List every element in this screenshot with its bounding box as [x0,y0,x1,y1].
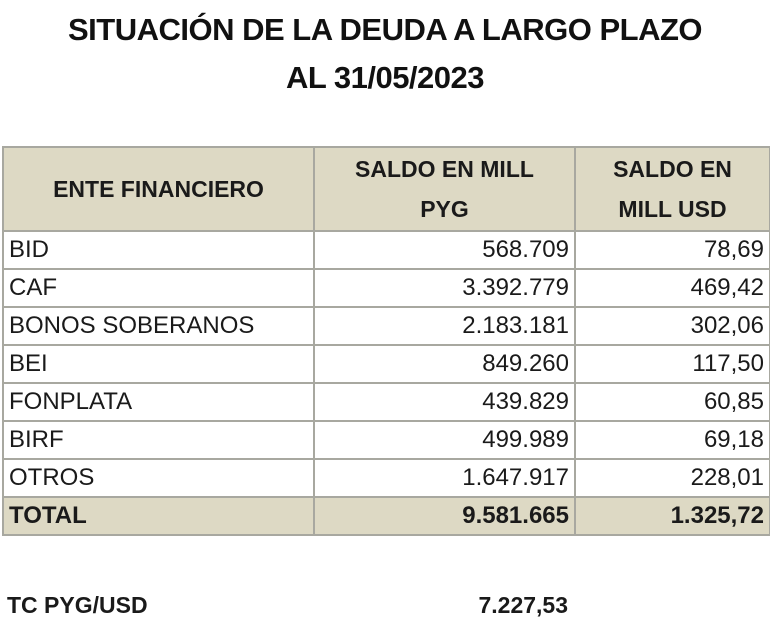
table-row: FONPLATA 439.829 60,85 [2,382,770,422]
entity-cell: BIRF [2,420,315,460]
table-row: BEI 849.260 117,50 [2,344,770,384]
usd-cell: 117,50 [574,344,770,384]
total-row: TOTAL 9.581.665 1.325,72 [2,496,770,536]
debt-table: ENTE FINANCIERO SALDO EN MILL PYG SALDO E… [2,146,770,536]
page-title: SITUACIÓN DE LA DEUDA A LARGO PLAZO [67,12,703,47]
entity-cell: FONPLATA [2,382,315,422]
table-row: BIRF 499.989 69,18 [2,420,770,460]
total-pyg: 9.581.665 [313,496,576,536]
usd-cell: 228,01 [574,458,770,498]
entity-cell: CAF [2,268,315,308]
header-usd: SALDO EN MILL USD [574,146,770,232]
usd-cell: 78,69 [574,230,770,270]
table-row: BONOS SOBERANOS 2.183.181 302,06 [2,306,770,346]
usd-cell: 60,85 [574,382,770,422]
header-pyg: SALDO EN MILL PYG [313,146,576,232]
entity-cell: OTROS [2,458,315,498]
table-row: OTROS 1.647.917 228,01 [2,458,770,498]
pyg-cell: 499.989 [313,420,576,460]
usd-cell: 69,18 [574,420,770,460]
entity-cell: BID [2,230,315,270]
total-usd: 1.325,72 [574,496,770,536]
pyg-cell: 1.647.917 [313,458,576,498]
pyg-cell: 568.709 [313,230,576,270]
table-row: CAF 3.392.779 469,42 [2,268,770,308]
entity-cell: BEI [2,344,315,384]
pyg-cell: 3.392.779 [313,268,576,308]
entity-cell: BONOS SOBERANOS [2,306,315,346]
exchange-rate-value: 7.227,53 [478,592,568,618]
header-entity: ENTE FINANCIERO [2,146,315,232]
pyg-cell: 439.829 [313,382,576,422]
usd-cell: 469,42 [574,268,770,308]
page-subtitle-date: AL 31/05/2023 [285,60,485,95]
pyg-cell: 849.260 [313,344,576,384]
pyg-cell: 2.183.181 [313,306,576,346]
table-header-row: ENTE FINANCIERO SALDO EN MILL PYG SALDO E… [2,146,770,232]
usd-cell: 302,06 [574,306,770,346]
exchange-rate-label: TC PYG/USD [7,592,148,618]
total-label: TOTAL [2,496,315,536]
table-row: BID 568.709 78,69 [2,230,770,270]
